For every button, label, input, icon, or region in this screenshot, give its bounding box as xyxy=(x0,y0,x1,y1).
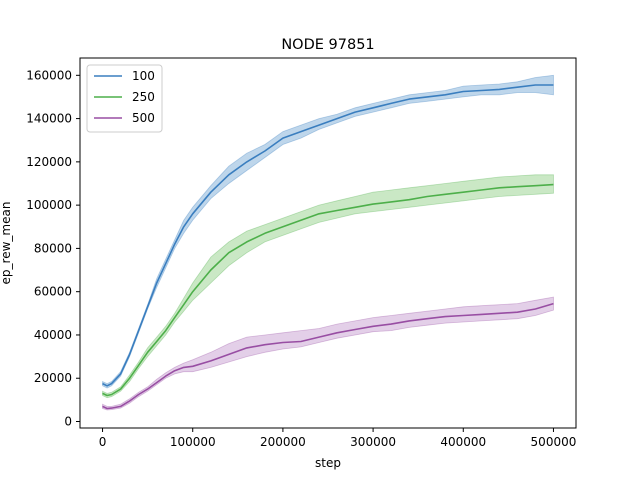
x-tick-label: 400000 xyxy=(440,435,486,449)
x-axis-label: step xyxy=(315,456,341,470)
x-tick-label: 200000 xyxy=(260,435,306,449)
y-axis: 0 20000 40000 60000 80000 100000 120000 140000 1… xyxy=(26,68,80,429)
legend-label-250: 250 xyxy=(132,90,155,104)
x-tick-label: 300000 xyxy=(350,435,396,449)
legend-label-500: 500 xyxy=(132,111,155,125)
y-tick-label: 0 xyxy=(64,415,72,429)
plot-frame xyxy=(79,57,577,429)
chart-title: NODE 97851 xyxy=(281,37,374,53)
band-series-500 xyxy=(102,296,554,411)
line-series-500 xyxy=(102,302,554,410)
line-series-250 xyxy=(102,183,554,397)
y-axis-label: ep_rew_mean xyxy=(0,202,13,285)
legend: 100 250 500 xyxy=(86,64,163,133)
legend-box xyxy=(86,64,163,133)
y-tick-label: 80000 xyxy=(34,241,72,255)
line-series-100 xyxy=(102,84,554,387)
x-tick-label: 0 xyxy=(99,435,107,449)
x-tick-label: 500000 xyxy=(531,435,577,449)
y-tick-label: 140000 xyxy=(26,112,72,126)
x-tick-label: 100000 xyxy=(170,435,216,449)
y-tick-label: 40000 xyxy=(34,328,72,342)
y-tick-label: 60000 xyxy=(34,285,72,299)
series-lines xyxy=(102,84,554,410)
y-tick-label: 160000 xyxy=(26,68,72,82)
band-series-250 xyxy=(102,174,554,399)
uncertainty-bands xyxy=(102,74,554,411)
y-tick-label: 120000 xyxy=(26,155,72,169)
band-series-100 xyxy=(102,74,554,389)
y-tick-label: 100000 xyxy=(26,198,72,212)
y-tick-label: 20000 xyxy=(34,371,72,385)
x-axis: 0 100000 200000 300000 400000 500000 xyxy=(99,428,577,449)
legend-label-100: 100 xyxy=(132,69,155,83)
